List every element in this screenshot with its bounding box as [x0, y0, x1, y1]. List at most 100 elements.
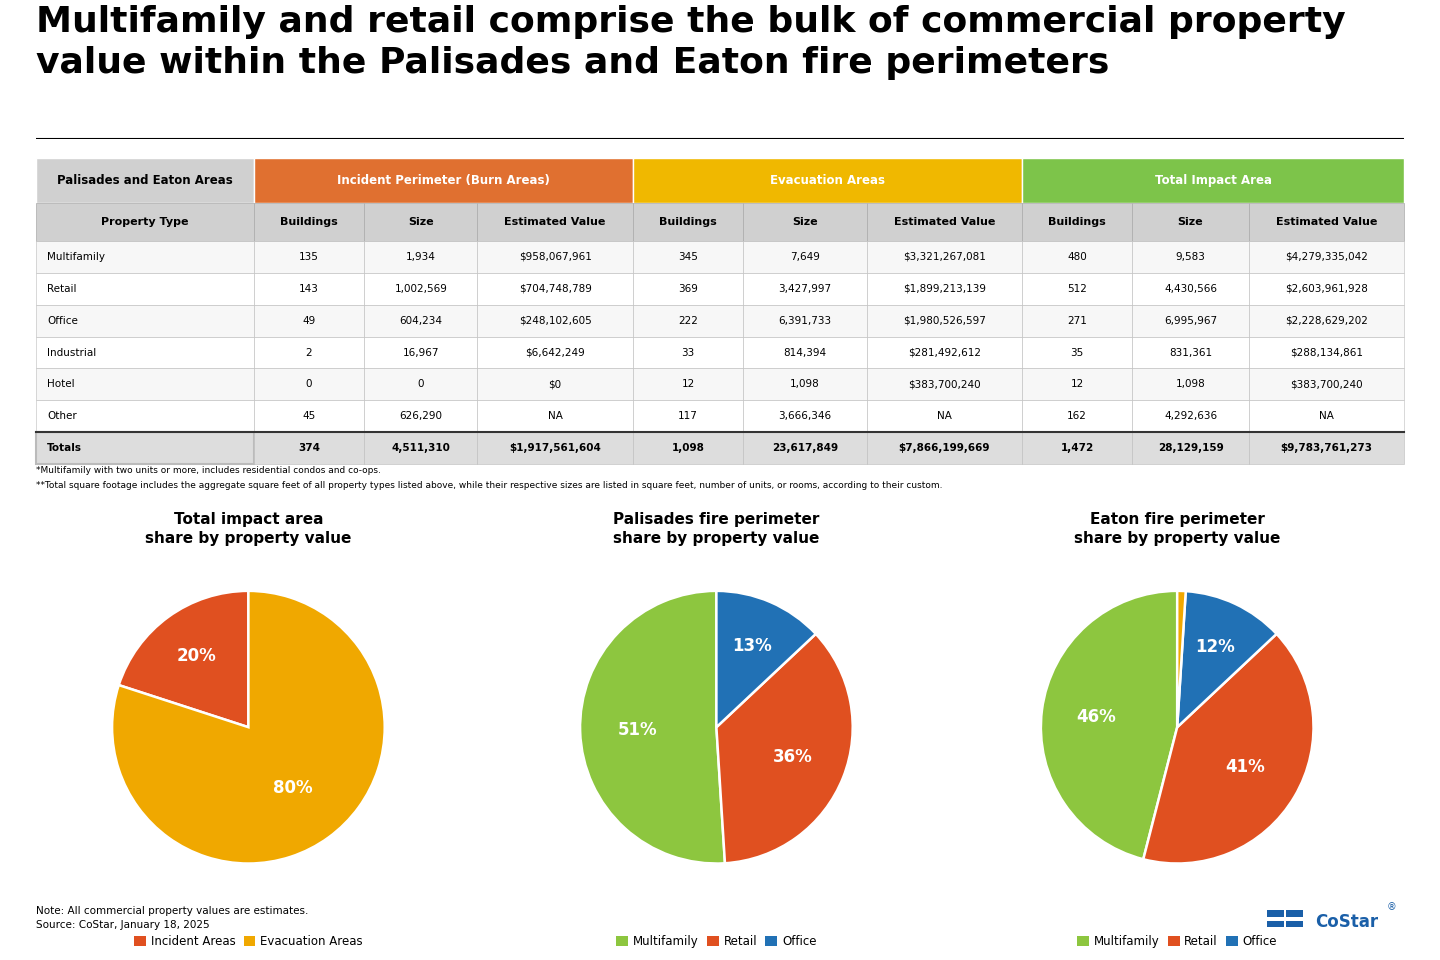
Bar [1022, 273, 1132, 304]
Text: Multifamily and retail comprise the bulk of commercial property
value within the: Multifamily and retail comprise the bulk… [36, 5, 1345, 80]
Text: $9,783,761,273: $9,783,761,273 [1280, 444, 1372, 453]
Legend: Multifamily, Retail, Office: Multifamily, Retail, Office [1073, 930, 1282, 953]
Text: 831,361: 831,361 [1169, 348, 1212, 357]
Text: 6,995,967: 6,995,967 [1164, 316, 1217, 325]
Bar [1248, 400, 1404, 432]
Text: $2,228,629,202: $2,228,629,202 [1284, 316, 1368, 325]
Bar [36, 400, 253, 432]
Bar [478, 400, 632, 432]
Bar [478, 273, 632, 304]
Bar [36, 337, 253, 369]
Bar [743, 241, 867, 273]
Text: $248,102,605: $248,102,605 [518, 316, 592, 325]
Text: CoStar: CoStar [1315, 913, 1378, 931]
Bar [1248, 241, 1404, 273]
Text: ®: ® [1387, 902, 1397, 913]
Bar [743, 203, 867, 241]
Bar [1248, 203, 1404, 241]
Bar [743, 337, 867, 369]
Bar [253, 241, 364, 273]
Text: 41%: 41% [1225, 758, 1266, 777]
Text: 12: 12 [1070, 379, 1084, 390]
Bar [743, 304, 867, 337]
Bar [478, 241, 632, 273]
Bar [867, 400, 1022, 432]
Text: 51%: 51% [618, 721, 657, 738]
Text: Total Impact Area: Total Impact Area [1155, 174, 1272, 187]
Text: 4,430,566: 4,430,566 [1164, 284, 1217, 294]
Text: $383,700,240: $383,700,240 [1290, 379, 1362, 390]
Bar [36, 158, 253, 203]
Text: 13%: 13% [732, 636, 772, 655]
Bar [478, 432, 632, 464]
Bar [253, 203, 364, 241]
Bar [364, 400, 478, 432]
Text: Note: All commercial property values are estimates.: Note: All commercial property values are… [36, 906, 308, 916]
Text: 35: 35 [1070, 348, 1084, 357]
Bar [1248, 369, 1404, 400]
Text: 80%: 80% [272, 779, 312, 797]
Text: Estimated Value: Estimated Value [894, 217, 995, 227]
Bar [867, 203, 1022, 241]
Bar [632, 273, 743, 304]
Text: NA: NA [937, 411, 952, 421]
Text: 1,098: 1,098 [791, 379, 819, 390]
Bar [364, 203, 478, 241]
Text: 162: 162 [1067, 411, 1087, 421]
Text: 135: 135 [300, 252, 318, 262]
Text: Other: Other [48, 411, 76, 421]
Bar [364, 241, 478, 273]
Text: $0: $0 [549, 379, 562, 390]
Text: Source: CoStar, January 18, 2025: Source: CoStar, January 18, 2025 [36, 921, 210, 930]
Text: Buildings: Buildings [281, 217, 338, 227]
Wedge shape [1178, 591, 1277, 728]
Text: $383,700,240: $383,700,240 [909, 379, 981, 390]
Text: Incident Perimeter (Burn Areas): Incident Perimeter (Burn Areas) [337, 174, 550, 187]
Bar [867, 432, 1022, 464]
Bar [632, 369, 743, 400]
Text: $3,321,267,081: $3,321,267,081 [903, 252, 986, 262]
Text: Estimated Value: Estimated Value [504, 217, 606, 227]
Text: 4,511,310: 4,511,310 [392, 444, 451, 453]
Bar [36, 369, 253, 400]
Bar [1286, 921, 1303, 927]
Text: 345: 345 [678, 252, 698, 262]
Text: Buildings: Buildings [1048, 217, 1106, 227]
Text: 28,129,159: 28,129,159 [1158, 444, 1224, 453]
Bar [36, 241, 253, 273]
Text: 1,934: 1,934 [406, 252, 436, 262]
Bar [1022, 241, 1132, 273]
Bar [478, 369, 632, 400]
Text: 2: 2 [305, 348, 312, 357]
Text: 117: 117 [678, 411, 698, 421]
Bar [867, 304, 1022, 337]
Bar [1132, 273, 1248, 304]
Bar [1022, 369, 1132, 400]
Bar [743, 432, 867, 464]
Text: $1,980,526,597: $1,980,526,597 [903, 316, 986, 325]
Title: Total impact area
share by property value: Total impact area share by property valu… [145, 512, 351, 546]
Text: 1,002,569: 1,002,569 [395, 284, 448, 294]
Bar [1022, 400, 1132, 432]
Bar [253, 432, 364, 464]
Text: Property Type: Property Type [101, 217, 189, 227]
Bar [1267, 921, 1284, 927]
Text: NA: NA [547, 411, 563, 421]
Text: Totals: Totals [48, 444, 82, 453]
Text: Industrial: Industrial [48, 348, 96, 357]
Text: 374: 374 [298, 444, 320, 453]
Bar [253, 337, 364, 369]
Wedge shape [1143, 634, 1313, 863]
Text: 1,472: 1,472 [1061, 444, 1094, 453]
Bar [364, 304, 478, 337]
Text: 604,234: 604,234 [399, 316, 442, 325]
Wedge shape [716, 590, 816, 728]
Text: Size: Size [408, 217, 433, 227]
Bar [36, 432, 253, 464]
Text: Estimated Value: Estimated Value [1276, 217, 1377, 227]
Bar [1132, 432, 1248, 464]
Text: $7,866,199,669: $7,866,199,669 [899, 444, 991, 453]
Text: $281,492,612: $281,492,612 [907, 348, 981, 357]
Text: 143: 143 [300, 284, 318, 294]
Text: Evacuation Areas: Evacuation Areas [770, 174, 886, 187]
